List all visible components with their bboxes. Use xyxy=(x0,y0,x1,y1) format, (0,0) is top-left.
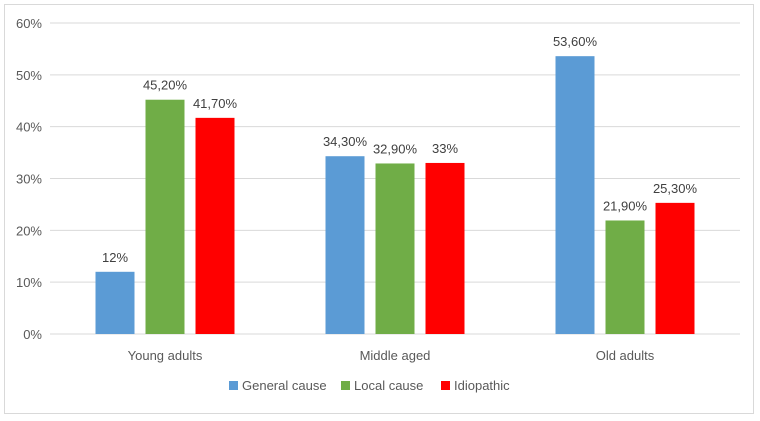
bar-general-cause xyxy=(95,271,135,334)
data-label: 53,60% xyxy=(553,34,598,49)
bar-local-cause xyxy=(375,163,415,334)
data-label: 34,30% xyxy=(323,134,368,149)
bar-idiopathic xyxy=(195,117,235,334)
legend-swatch xyxy=(441,381,450,390)
data-label: 12% xyxy=(102,250,128,265)
y-tick-label: 60% xyxy=(16,16,42,31)
bar-general-cause xyxy=(325,156,365,334)
x-tick-label: Young adults xyxy=(128,348,203,363)
y-tick-label: 20% xyxy=(16,223,42,238)
bar-local-cause xyxy=(145,99,185,334)
y-tick-label: 30% xyxy=(16,172,42,187)
y-tick-label: 0% xyxy=(23,327,42,342)
legend-swatch xyxy=(229,381,238,390)
legend-swatch xyxy=(341,381,350,390)
x-tick-label: Middle aged xyxy=(360,348,431,363)
legend-label: Local cause xyxy=(354,378,423,393)
data-label: 45,20% xyxy=(143,78,188,93)
bar-general-cause xyxy=(555,56,595,334)
legend-label: General cause xyxy=(242,378,327,393)
bar-idiopathic xyxy=(655,202,695,334)
bar-local-cause xyxy=(605,220,645,334)
data-label: 25,30% xyxy=(653,181,698,196)
legend: General cause Local cause Idiopathic xyxy=(229,378,510,393)
x-axis-ticks: Young adults Middle aged Old adults xyxy=(128,348,655,363)
y-axis-ticks: 0% 10% 20% 30% 40% 50% 60% xyxy=(16,16,42,342)
bar-idiopathic xyxy=(425,162,465,334)
data-labels: 12% 45,20% 41,70% 34,30% 32,90% 33% 53,60% 21,9… xyxy=(102,34,698,265)
data-label: 21,90% xyxy=(603,198,648,213)
y-tick-label: 50% xyxy=(16,68,42,83)
y-tick-label: 40% xyxy=(16,120,42,135)
x-tick-label: Old adults xyxy=(596,348,655,363)
legend-label: Idiopathic xyxy=(454,378,510,393)
data-label: 33% xyxy=(432,141,458,156)
data-label: 32,90% xyxy=(373,141,418,156)
data-label: 41,70% xyxy=(193,96,238,111)
bars xyxy=(95,56,695,334)
y-tick-label: 10% xyxy=(16,275,42,290)
